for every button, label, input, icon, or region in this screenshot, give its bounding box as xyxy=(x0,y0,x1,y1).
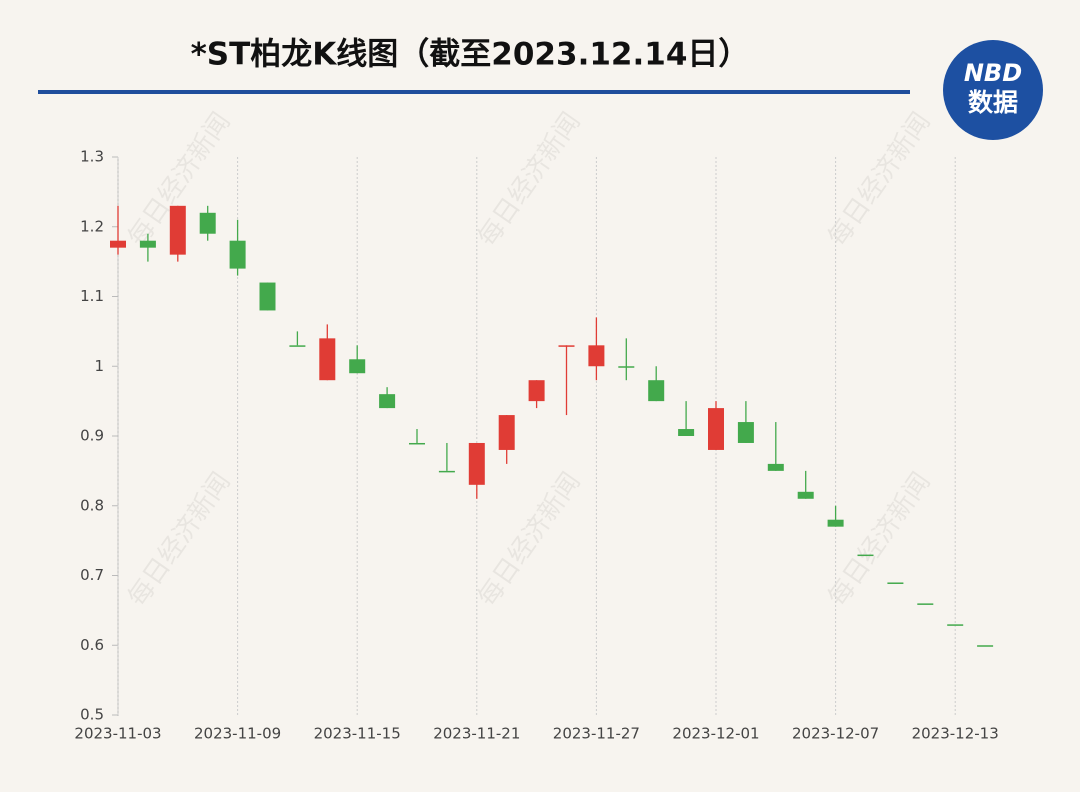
candle-body xyxy=(139,240,156,248)
candle-body xyxy=(827,519,844,527)
candle-body xyxy=(259,282,276,311)
y-tick-label: 1 xyxy=(94,357,104,375)
x-tick-label: 2023-11-03 xyxy=(74,725,161,743)
logo-bottom: 数据 xyxy=(968,88,1018,117)
candle-body xyxy=(618,366,635,368)
y-tick-label: 0.9 xyxy=(80,427,104,445)
x-tick-label: 2023-11-15 xyxy=(314,725,401,743)
y-tick-label: 1.1 xyxy=(80,287,104,305)
candle-body xyxy=(409,442,425,445)
candle-body xyxy=(110,240,126,248)
y-tick-label: 0.6 xyxy=(80,636,104,654)
candle-body xyxy=(498,415,515,450)
candle-body xyxy=(708,408,724,450)
title-rule xyxy=(38,90,910,94)
candle-body xyxy=(767,463,784,471)
candle-body xyxy=(558,345,575,347)
y-tick-label: 0.8 xyxy=(80,496,104,514)
chart-title: *ST柏龙K线图（截至2023.12.14日） xyxy=(191,37,750,73)
candle-body xyxy=(349,359,366,374)
y-tick-label: 0.7 xyxy=(80,566,104,584)
logo-top: NBD xyxy=(964,59,1022,87)
candle-body xyxy=(917,603,934,605)
candle-body xyxy=(438,470,455,473)
candle-body xyxy=(947,624,964,626)
y-tick-label: 1.3 xyxy=(80,148,104,166)
logo xyxy=(943,40,1043,140)
candle-body xyxy=(199,212,216,234)
y-tick-label: 0.5 xyxy=(80,706,104,724)
candle-body xyxy=(648,380,665,402)
x-tick-label: 2023-11-21 xyxy=(433,725,520,743)
candle-body xyxy=(977,645,994,647)
candle-body xyxy=(887,582,904,584)
candle-body xyxy=(229,240,246,269)
y-tick-label: 1.2 xyxy=(80,217,104,235)
x-tick-label: 2023-12-13 xyxy=(912,725,999,743)
candle-body xyxy=(468,442,485,485)
candle-body xyxy=(737,422,754,443)
candle-body xyxy=(678,429,695,436)
x-tick-label: 2023-11-09 xyxy=(194,725,281,743)
candle-body xyxy=(379,394,396,409)
candle-body xyxy=(319,338,336,381)
x-tick-label: 2023-12-01 xyxy=(672,725,759,743)
candle-body xyxy=(857,554,874,557)
candle-body xyxy=(169,205,186,255)
x-tick-label: 2023-12-07 xyxy=(792,725,879,743)
candle-body xyxy=(528,380,545,402)
candle-body xyxy=(588,345,605,367)
candle-body xyxy=(797,491,814,499)
x-tick-label: 2023-11-27 xyxy=(553,725,640,743)
candle-body xyxy=(289,345,306,347)
